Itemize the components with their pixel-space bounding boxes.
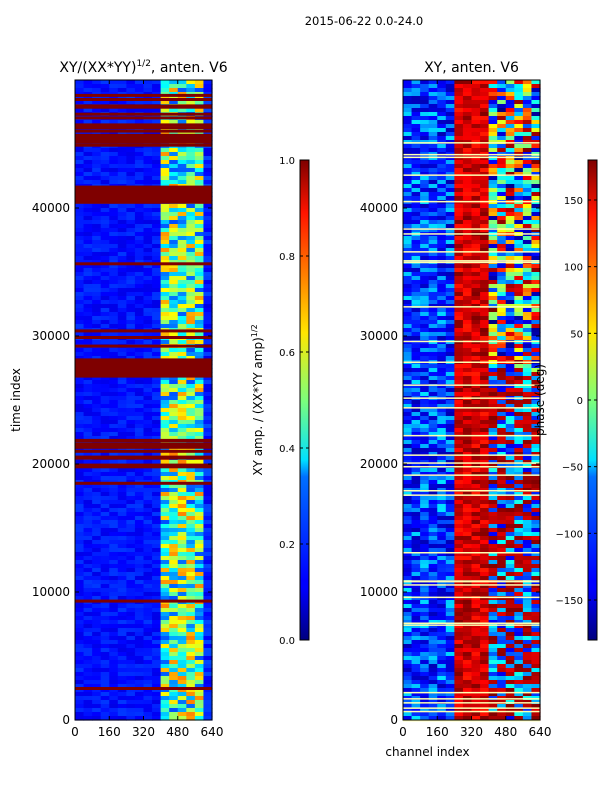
colorbar-tick-label: 0.2 [279,540,295,551]
chart-title: XY, anten. V6 [424,60,519,76]
x-tick-label: 0 [71,725,79,739]
heatmap-image [75,80,213,721]
colorbar-tick-label: 0.0 [279,636,295,647]
heatmap-stripes [75,93,212,690]
figure-suptitle: 2015-06-22 0.0-24.0 [304,14,424,28]
y-tick-label: 10000 [32,585,70,599]
heatmap-panel-1: 0 160 320 480 640 0 10000 20000 30000 40000 XY/(XX… [9,59,310,739]
x-tick-label: 320 [460,725,483,739]
colorbar-label: phase (deg) [533,364,547,436]
chart-title: XY/(XX*YY)1/2, anten. V6 [59,59,227,76]
colorbar-tick-label: 50 [570,329,583,340]
colorbar-tick-label: 150 [564,196,583,207]
x-axis: 0 160 320 480 640 [399,80,551,739]
y-axis-label: time index [9,368,23,432]
y-tick-label: 0 [62,713,70,727]
y-tick-label: 0 [390,713,398,727]
x-tick-label: 640 [529,725,552,739]
x-tick-label: 640 [201,725,224,739]
colorbar-tick-label: −150 [556,596,583,607]
colorbar: 0.0 0.2 0.4 0.6 0.8 1.0 XY amp. / (XX*YY amp)1… [250,156,310,647]
colorbar-tick-label: 0 [577,396,583,407]
y-axis: 0 10000 20000 30000 40000 [360,201,540,727]
colorbar-tick-label: 100 [564,263,583,274]
y-tick-label: 20000 [32,457,70,471]
x-tick-label: 480 [166,725,189,739]
x-axis: 0 160 320 480 640 [71,80,223,739]
y-tick-label: 30000 [32,329,70,343]
colorbar-scale [299,159,310,641]
x-axis-label: channel index [385,745,469,759]
heatmap-stripes [403,142,540,722]
colorbar-tick-label: 1.0 [279,156,295,167]
colorbar-tick-label: −100 [556,529,583,540]
x-tick-label: 480 [494,725,517,739]
x-tick-label: 160 [98,725,121,739]
colorbar-tick-label: 0.8 [279,252,295,263]
x-tick-label: 320 [132,725,155,739]
colorbar: −150 −100 −50 0 50 100 150 phase (deg) [533,159,598,641]
colorbar-tick-label: 0.6 [279,348,295,359]
y-axis: 0 10000 20000 30000 40000 [32,201,212,727]
colorbar-tick-label: 0.4 [279,444,295,455]
heatmap-panel-2: 0 160 320 480 640 0 10000 20000 30000 40000 XY, an… [360,60,598,759]
y-tick-label: 30000 [360,329,398,343]
y-tick-label: 40000 [32,201,70,215]
x-tick-label: 160 [426,725,449,739]
x-tick-label: 0 [399,725,407,739]
y-tick-label: 10000 [360,585,398,599]
y-tick-label: 40000 [360,201,398,215]
y-tick-label: 20000 [360,457,398,471]
colorbar-label: XY amp. / (XX*YY amp)1/2 [250,324,265,475]
colorbar-tick-label: −50 [562,463,583,474]
